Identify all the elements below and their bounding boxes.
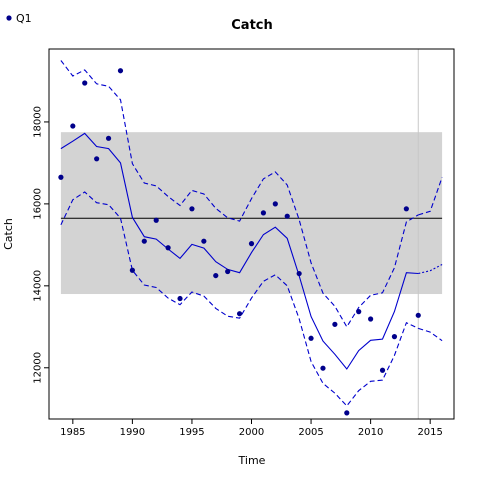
data-point [415, 312, 421, 318]
data-point [70, 123, 76, 129]
reference-lines-layer [60, 49, 443, 419]
data-point [129, 267, 135, 273]
reference-band [60, 132, 443, 295]
data-point [117, 68, 124, 74]
data-point [153, 217, 159, 223]
series-line-5 [418, 177, 443, 216]
series-line-2 [60, 60, 419, 328]
x-axis: 1985 1990 1995 2000 2005 2010 2015 [60, 419, 443, 438]
data-point [82, 80, 88, 86]
data-point [368, 316, 374, 322]
series-line-1 [60, 132, 419, 370]
data-point [284, 213, 290, 219]
data-point [58, 174, 64, 180]
data-point [94, 156, 100, 162]
x-tick-label: 1990 [120, 427, 145, 438]
y-axis-title: Catch [2, 218, 15, 250]
data-point [201, 238, 207, 244]
series-line-4 [418, 264, 443, 275]
x-tick-label: 1985 [60, 427, 85, 438]
legend: Q1 [6, 12, 32, 25]
data-point [248, 241, 255, 247]
data-point [105, 135, 112, 141]
x-tick-label: 1995 [179, 427, 204, 438]
data-point [177, 295, 183, 302]
x-tick-label: 2015 [417, 427, 442, 438]
legend-label-q1: Q1 [16, 12, 32, 25]
data-point [272, 201, 278, 207]
points-layer [58, 68, 421, 416]
y-tick-label: 16000 [33, 188, 44, 220]
x-tick-label: 2005 [298, 427, 323, 438]
legend-marker [6, 15, 12, 21]
data-point [236, 311, 243, 317]
y-tick-label: 18000 [33, 106, 44, 138]
chart-title: Catch [231, 18, 273, 33]
data-point [356, 309, 362, 315]
series-line-3 [60, 191, 419, 407]
data-point [403, 206, 409, 212]
series-line-6 [418, 327, 443, 342]
data-point [141, 238, 147, 244]
series-layer [60, 60, 443, 407]
x-tick-label: 2000 [239, 427, 264, 438]
data-point [308, 335, 314, 341]
data-point [165, 245, 171, 251]
data-point [344, 410, 350, 416]
data-point [296, 270, 302, 277]
data-point [225, 268, 231, 275]
data-point [320, 365, 326, 371]
x-axis-title: Time [238, 454, 266, 467]
data-point [189, 206, 195, 212]
data-point [391, 334, 398, 340]
x-tick-label: 2010 [358, 427, 383, 438]
y-axis: 12000 14000 16000 18000 [33, 106, 49, 384]
data-point [332, 321, 338, 327]
data-point [260, 210, 267, 216]
y-tick-label: 14000 [33, 270, 44, 302]
data-point [379, 367, 386, 373]
y-tick-label: 12000 [33, 352, 44, 384]
data-point [213, 272, 219, 279]
plot-band-layer [60, 132, 443, 295]
